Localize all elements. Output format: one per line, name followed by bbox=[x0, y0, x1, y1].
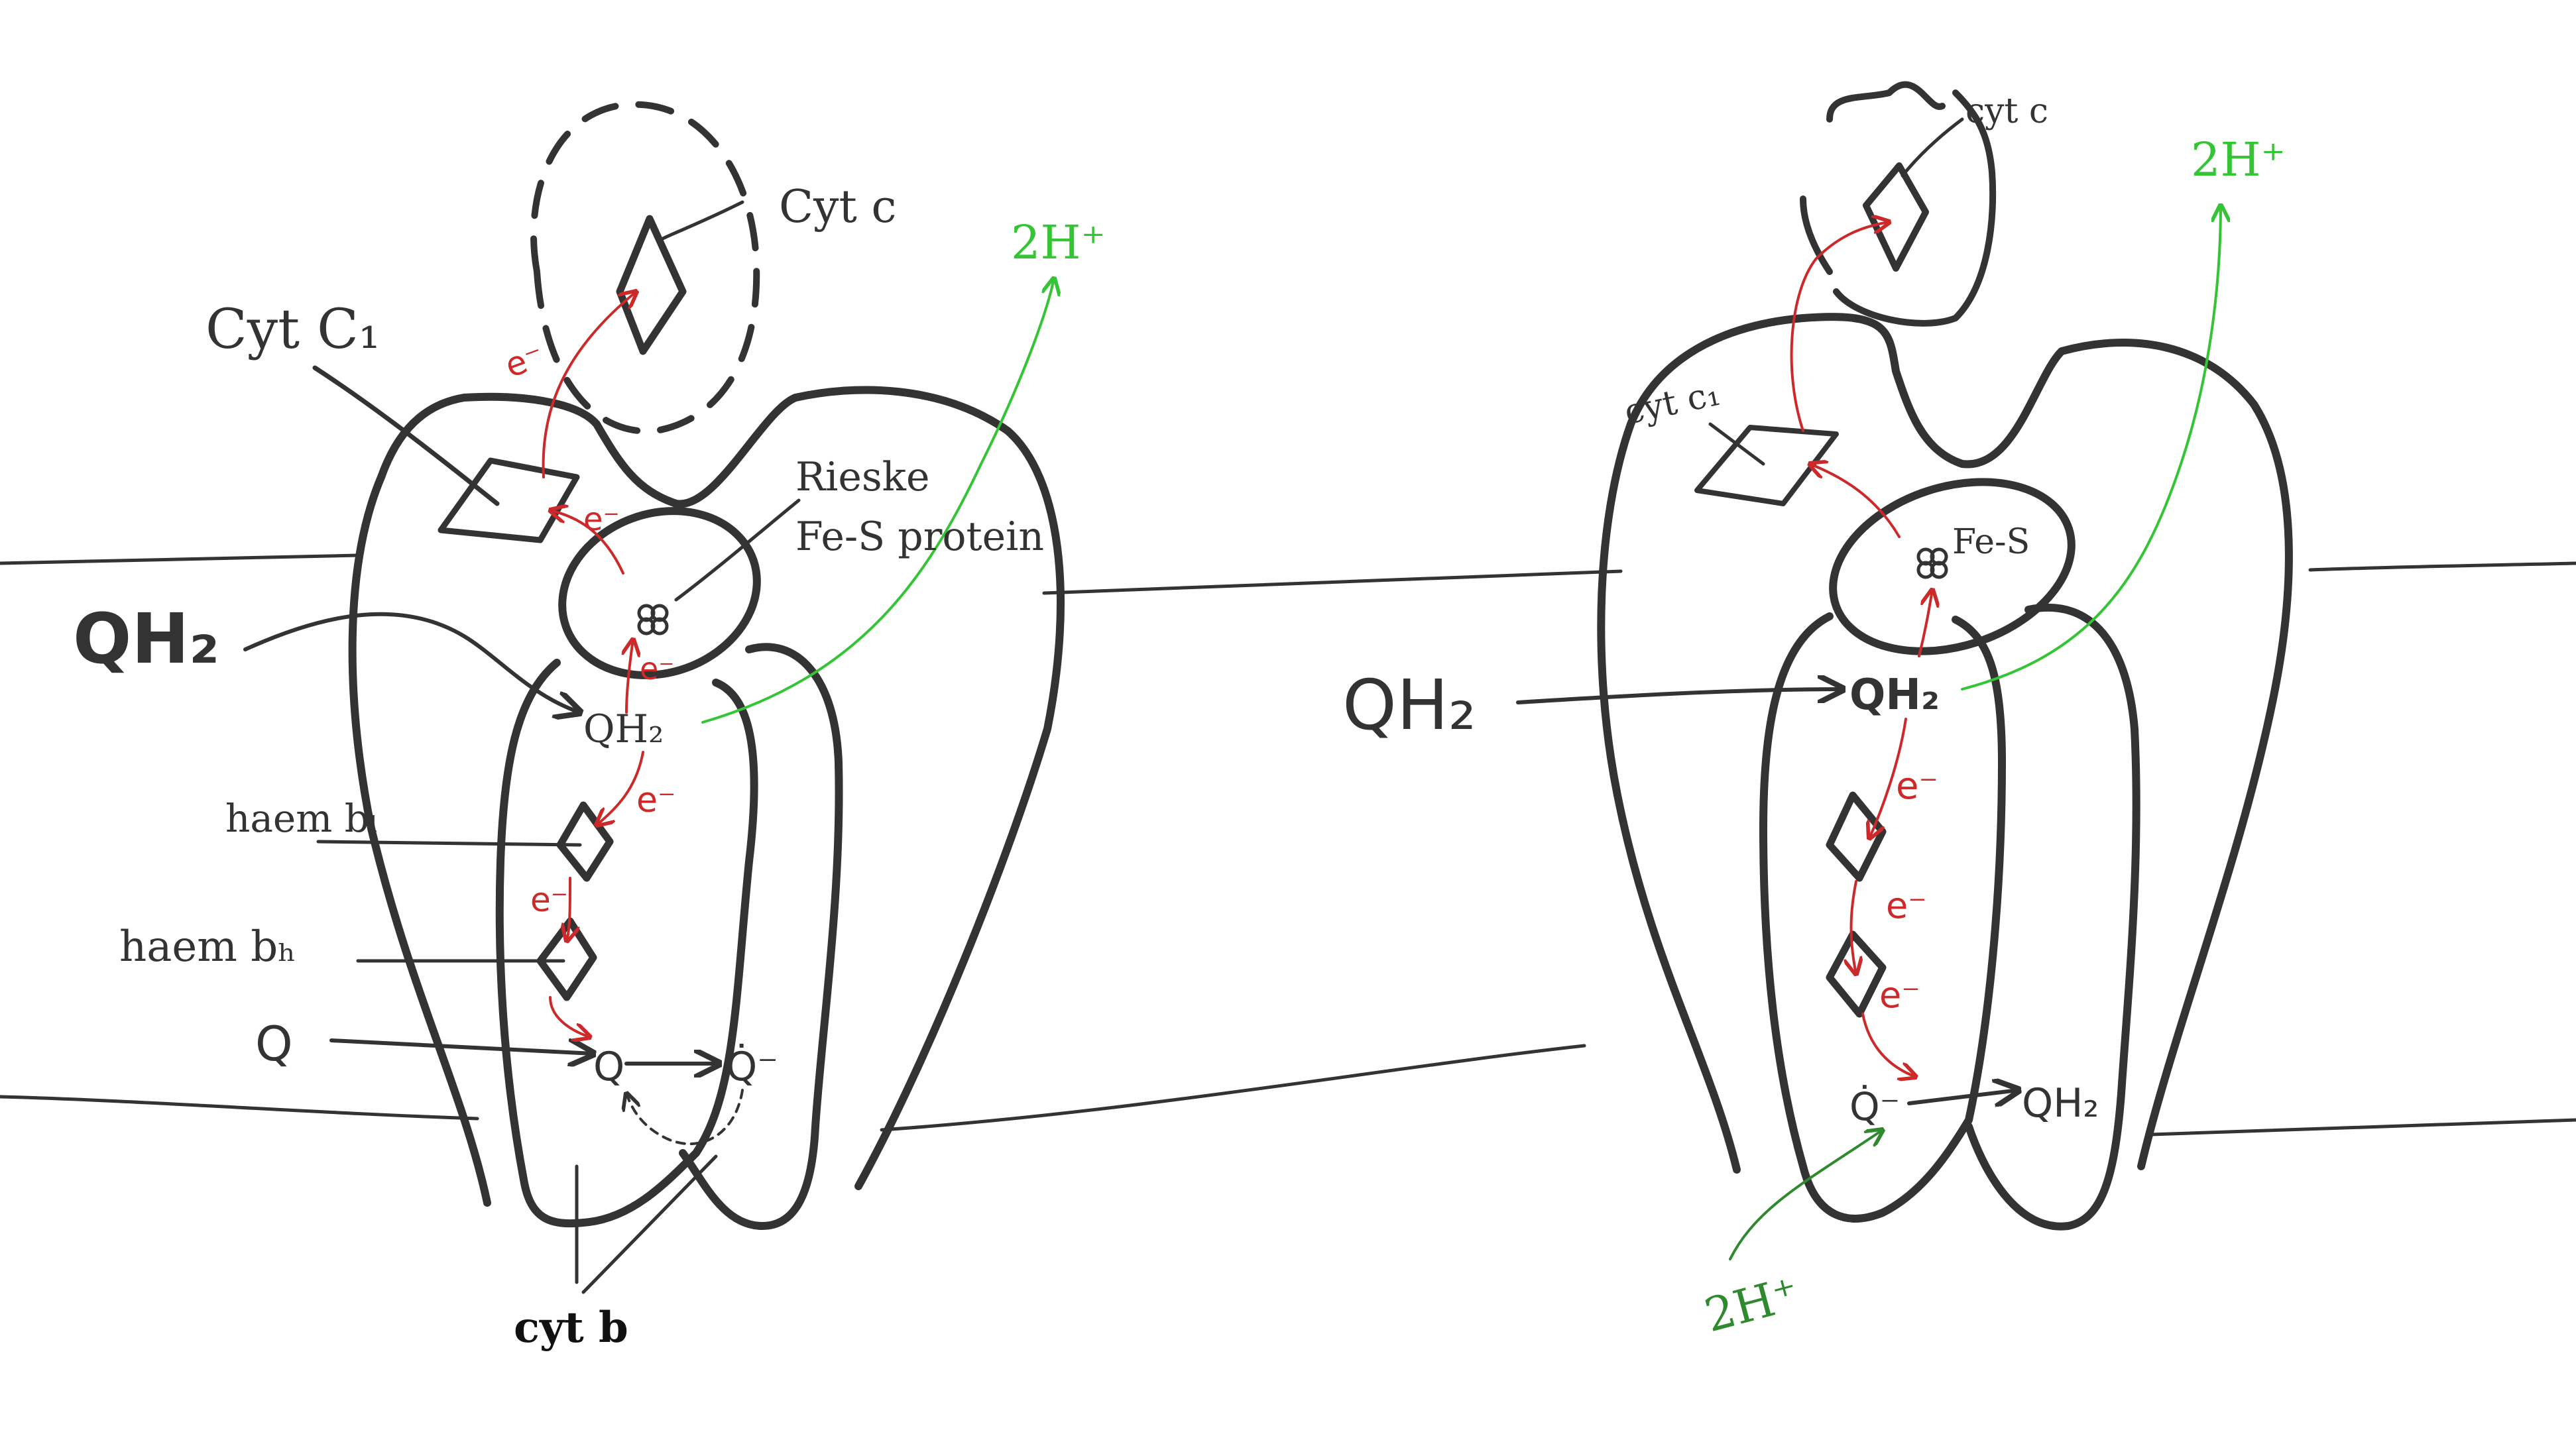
proton-release-arrow-right bbox=[1961, 205, 2221, 691]
rieske-label-line1: Rieske bbox=[795, 454, 930, 500]
cyt-c1-haem-right bbox=[1694, 425, 1839, 506]
electron-label-2-left: e⁻ bbox=[583, 501, 620, 538]
electron-path-bh-to-q-left bbox=[549, 996, 590, 1037]
cyt-c-label-left: Cyt c bbox=[779, 181, 896, 233]
cyt-b-right-lobe-left bbox=[679, 643, 843, 1230]
electron-label-1-right: e⁻ bbox=[1896, 765, 1938, 808]
cyt-c1-pointer-right bbox=[1708, 422, 1765, 466]
electron-path-qh2-to-bl-right bbox=[1869, 718, 1907, 838]
qh2-site-label-right: QH₂ bbox=[1849, 671, 1940, 720]
fe-s-label-right: Fe-S bbox=[1952, 522, 2030, 562]
qh2-outer-label-right: QH₂ bbox=[1342, 665, 1476, 746]
cyt-c1-label-right: cyt c₁ bbox=[1621, 374, 1724, 433]
q-outer-label-left: Q bbox=[255, 1016, 293, 1072]
cyt-c1-pointer bbox=[312, 365, 500, 506]
qh2-entry-arrow-left bbox=[243, 612, 580, 712]
q-radical-label-right: Q̇⁻ bbox=[1849, 1084, 1900, 1129]
electron-path-bh-to-q-right bbox=[1861, 1013, 1916, 1077]
electron-label-2-right: e⁻ bbox=[1886, 885, 1927, 926]
membrane-inner-line bbox=[0, 1044, 2576, 1136]
electron-path-bl-to-bh-left bbox=[567, 877, 570, 941]
q-entry-arrow-left bbox=[329, 1038, 593, 1054]
rieske-pointer bbox=[674, 498, 801, 602]
haem-bl-label: haem bₗ bbox=[225, 796, 379, 841]
proton-in-label-right: 2H⁺ bbox=[1699, 1266, 1804, 1343]
electron-label-3-right: e⁻ bbox=[1879, 974, 1920, 1016]
qh2-product-label-right: QH₂ bbox=[2022, 1080, 2099, 1127]
membrane-outer-line bbox=[0, 553, 2576, 595]
right-panel: cyt c cyt c₁ Fe-S 2H⁺ QH₂ QH₂ Q̇⁻ QH₂ 2H… bbox=[1342, 81, 2293, 1343]
radical-recycle-arrow-left bbox=[626, 1090, 744, 1146]
radical-to-qh2-arrow-right bbox=[1907, 1090, 2019, 1103]
electron-path-fes-to-c1-left bbox=[550, 510, 624, 575]
cyt-c1-label-left: Cyt C₁ bbox=[205, 298, 381, 361]
electron-label-5-left: e⁻ bbox=[530, 881, 568, 919]
q-radical-label-left: Q̇⁻ bbox=[726, 1043, 778, 1090]
fe-s-cluster-icon-right bbox=[1916, 547, 1948, 579]
haem-bh-label: haem bₕ bbox=[119, 922, 296, 971]
electron-label-4-left: e⁻ bbox=[636, 781, 675, 820]
electron-path-qh2-to-fes-right bbox=[1918, 590, 1932, 657]
electron-path-bl-to-bh-right bbox=[1851, 880, 1857, 974]
electron-path-fes-to-c1-right bbox=[1810, 464, 1901, 538]
cyt-b-left-lobe-right bbox=[1759, 612, 2006, 1223]
cyt-c-outline-right bbox=[1800, 81, 1997, 327]
electron-path-qh2-to-bl-left bbox=[597, 751, 644, 825]
proton-out-label-left: 2H⁺ bbox=[1011, 215, 1106, 270]
haem-bh-left bbox=[536, 917, 597, 1001]
cyt-c-pointer-right bbox=[1901, 117, 1964, 178]
cyt-c-dashed-outline-left bbox=[530, 101, 760, 435]
qh2-outer-label-left: QH₂ bbox=[73, 598, 219, 679]
electron-path-qh2-to-fes-left bbox=[626, 639, 633, 714]
haem-bl-right bbox=[1826, 791, 1887, 882]
qh2-entry-arrow-right bbox=[1516, 689, 1843, 704]
cyt-b-label: cyt b bbox=[514, 1303, 628, 1353]
complex-outline-left bbox=[348, 386, 1065, 1207]
left-panel: Cyt c Cyt C₁ Rieske Fe-S protein 2H⁺ QH₂… bbox=[73, 101, 1106, 1353]
haem-bl-pointer bbox=[316, 840, 582, 847]
cyt-c-haem-left bbox=[616, 215, 687, 355]
haem-bh-right bbox=[1826, 930, 1887, 1018]
rieske-label-line2: Fe-S protein bbox=[795, 514, 1044, 560]
cyt-b-left-lobe-left bbox=[495, 659, 758, 1228]
electron-label-3-left: e⁻ bbox=[640, 651, 675, 687]
haem-bl-left bbox=[556, 801, 614, 882]
proton-release-arrow-left bbox=[701, 278, 1054, 724]
q-site-label-left: Q bbox=[593, 1044, 624, 1090]
electron-path-c1-to-c-right bbox=[1790, 222, 1889, 432]
cyt-b-right-lobe-right bbox=[1965, 603, 2140, 1231]
complex-outline-right bbox=[1597, 313, 2293, 1174]
proton-uptake-arrow-right bbox=[1729, 1130, 1883, 1260]
cyt-c-label-right: cyt c bbox=[1965, 91, 2048, 131]
electron-path-c1-to-c-left bbox=[542, 292, 636, 478]
cyt-c-haem-right bbox=[1863, 162, 1929, 272]
proton-out-label-right: 2H⁺ bbox=[2191, 133, 2286, 187]
qh2-site-label-left: QH₂ bbox=[583, 706, 664, 751]
cyt-b-pointer-b bbox=[581, 1154, 718, 1294]
electron-label-1-left: e⁻ bbox=[500, 336, 549, 385]
fe-s-cluster-icon-left bbox=[637, 604, 669, 636]
rieske-protein-left bbox=[558, 507, 761, 679]
